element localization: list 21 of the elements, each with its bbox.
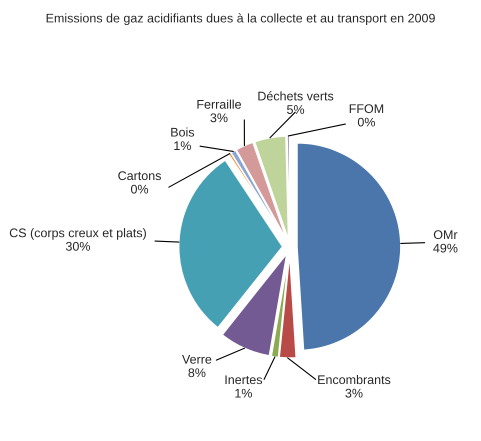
slice-label: Cartons (118, 171, 161, 180)
data-label: 30% (66, 242, 90, 251)
data-label: 49% (433, 244, 458, 253)
slice-label: Déchets verts (258, 91, 334, 100)
data-label: 1% (235, 388, 252, 398)
slice-label: Inertes (225, 375, 262, 384)
data-label: 0% (130, 184, 148, 194)
data-label: 1% (174, 141, 191, 150)
data-label: 5% (287, 105, 304, 114)
slice-label: Ferraille (197, 100, 241, 109)
slice-label: Bois (171, 127, 194, 137)
slice-label: Encombrants (318, 374, 390, 384)
chart-title: Emissions de gaz acidifiants dues à la collecte et au transport en 2009 (46, 13, 435, 26)
slice-label: CS (corps creux et plats) (10, 228, 146, 240)
data-label: 3% (345, 388, 363, 398)
data-label: 0% (358, 118, 376, 127)
data-label: 3% (210, 113, 228, 122)
data-label: 8% (188, 368, 206, 378)
slice-label: FFOM (350, 104, 384, 114)
slice-label: Verre (182, 354, 212, 364)
slice-label: OMr (434, 230, 458, 240)
